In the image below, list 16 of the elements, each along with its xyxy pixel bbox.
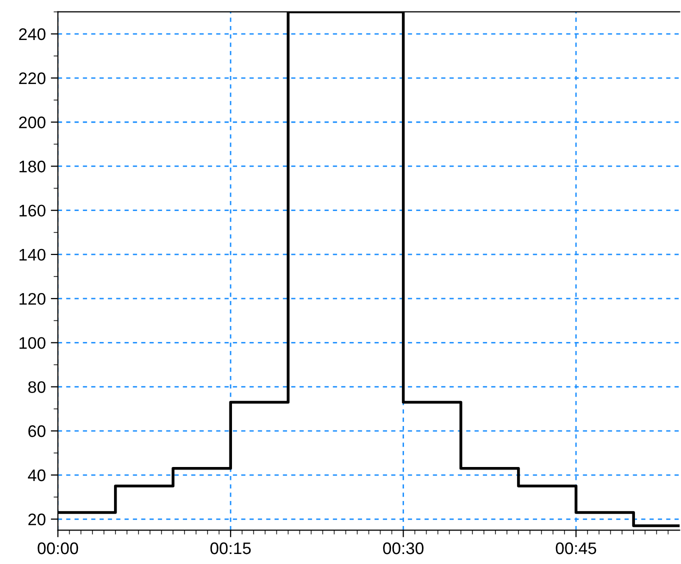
y-tick-label: 20: [28, 514, 46, 526]
y-tick-label: 160: [20, 204, 46, 217]
y-tick-label: 80: [28, 381, 46, 393]
y-tick-label: 200: [19, 116, 46, 128]
y-tick-label: 140: [20, 248, 46, 261]
y-tick-label: 120: [20, 292, 46, 305]
y-tick-label: 40: [28, 469, 46, 482]
x-tick-label: 00:45: [556, 542, 596, 554]
y-tick-label: 60: [28, 425, 46, 438]
x-tick-label: 00:15: [210, 542, 251, 554]
y-tick-label: 220: [19, 72, 46, 84]
y-tick-label: 180: [20, 160, 46, 172]
x-tick-label: 00:30: [383, 542, 424, 554]
y-tick-label: 240: [19, 28, 46, 40]
y-tick-label: 100: [20, 337, 46, 349]
x-tick-label: 00:00: [38, 542, 78, 554]
